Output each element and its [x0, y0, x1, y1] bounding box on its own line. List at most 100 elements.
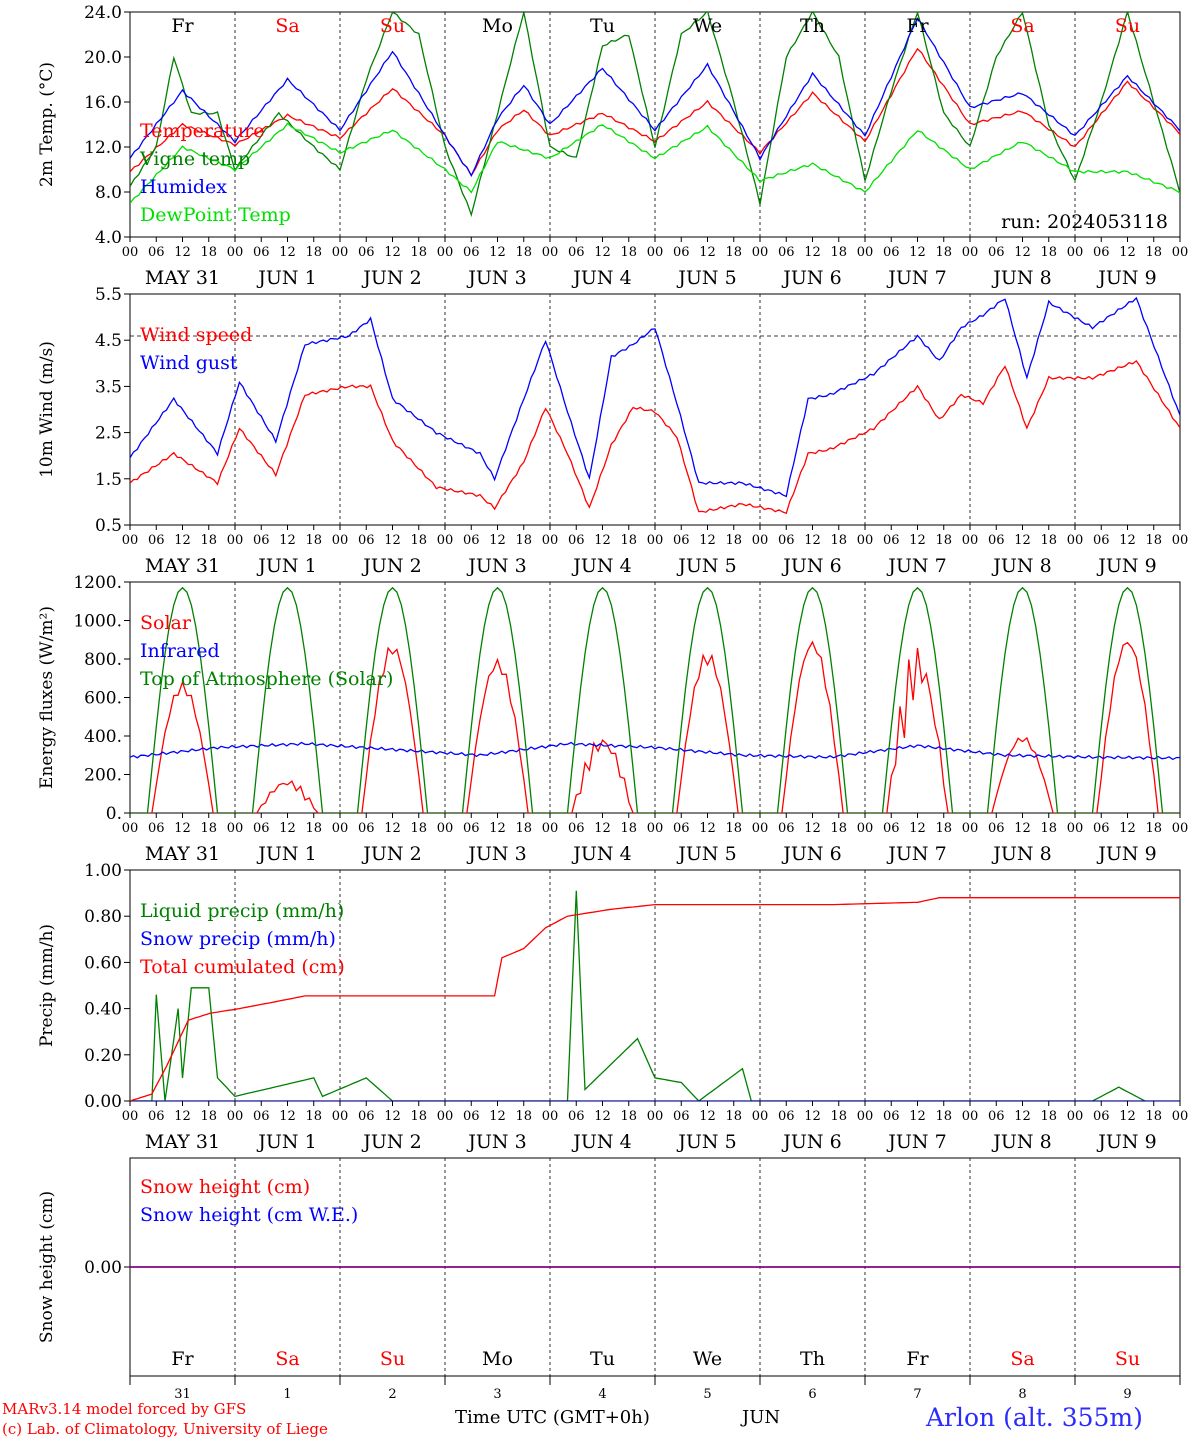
series-line-1 [130, 741, 1180, 761]
hour-label: 18 [515, 245, 532, 260]
hour-label: 00 [437, 821, 454, 836]
day-name-bottom: Fr [171, 1348, 194, 1370]
y-tick-label: 0.5 [95, 516, 122, 536]
hour-label: 00 [962, 245, 979, 260]
date-label: JUN 7 [886, 843, 946, 865]
y-tick-label: 400. [84, 727, 122, 747]
hour-label: 18 [305, 533, 322, 548]
hour-label: 06 [778, 245, 795, 260]
hour-label: 18 [725, 245, 742, 260]
day-name-bottom: Su [1115, 1348, 1140, 1370]
panel-4: 0.00 Snow height (cm) Snow height (cm) Snow… [37, 1157, 1181, 1377]
y-tick-label: 5.5 [95, 285, 122, 305]
hour-label: 00 [542, 245, 559, 260]
day-number: 31 [174, 1387, 191, 1402]
hour-label: 18 [935, 821, 952, 836]
day-name-bottom: Fr [906, 1348, 929, 1370]
hour-label: 00 [647, 1109, 664, 1124]
hour-label: 18 [620, 533, 637, 548]
hour-label: 12 [174, 1109, 191, 1124]
hour-label: 00 [437, 245, 454, 260]
y-tick-label: 0.80 [84, 907, 122, 927]
hour-label: 00 [752, 821, 769, 836]
date-label: JUN 1 [256, 843, 316, 865]
y-tick-label: 800. [84, 650, 122, 670]
panel-2: 0. 200. 400. 600. 800. 1000. 1200. Energy fluxe… [37, 573, 1188, 865]
date-label: MAY 31 [145, 1131, 220, 1153]
panel-3: 0.00 0.20 0.40 0.60 0.80 1.00 Precip (mm/h) 00 0… [37, 861, 1188, 1153]
hour-label: 00 [647, 533, 664, 548]
hour-label: 06 [883, 245, 900, 260]
hour-label: 06 [253, 533, 270, 548]
day-name-bottom: Th [800, 1348, 825, 1370]
hour-label: 00 [962, 1109, 979, 1124]
y-tick-label: 1.5 [95, 470, 122, 490]
date-label: MAY 31 [145, 555, 220, 577]
hour-label: 06 [463, 245, 480, 260]
hour-label: 00 [1067, 245, 1084, 260]
date-label: JUN 7 [886, 555, 946, 577]
date-label: JUN 1 [256, 1131, 316, 1153]
hour-label: 00 [857, 245, 874, 260]
day-name-bottom: Sa [275, 1348, 299, 1370]
series-line-2 [130, 897, 1180, 1101]
y-tick-label: 3.5 [95, 377, 122, 397]
hour-label: 12 [699, 1109, 716, 1124]
date-label: JUN 6 [781, 1131, 841, 1153]
day-number: 9 [1123, 1387, 1131, 1402]
y-axis-label: Snow height (cm) [37, 1191, 57, 1343]
y-tick-label: 4.0 [95, 228, 122, 248]
day-number: 6 [808, 1387, 816, 1402]
date-label: JUN 8 [991, 843, 1051, 865]
hour-label: 18 [620, 245, 637, 260]
hour-label: 00 [647, 245, 664, 260]
y-axis-label: Energy fluxes (W/m²) [37, 606, 57, 789]
hour-label: 00 [1172, 245, 1189, 260]
hour-label: 06 [568, 245, 585, 260]
date-label: JUN 9 [1096, 267, 1156, 289]
hour-label: 06 [778, 821, 795, 836]
hour-label: 12 [1014, 533, 1031, 548]
y-tick-label: 24.0 [84, 3, 122, 23]
date-label: JUN 3 [466, 1131, 526, 1153]
hour-label: 06 [778, 533, 795, 548]
hour-label: 00 [962, 533, 979, 548]
hour-label: 18 [620, 821, 637, 836]
hour-label: 18 [1145, 821, 1162, 836]
day-name-top: Sa [1010, 15, 1034, 37]
day-name-top: Fr [906, 15, 929, 37]
hour-label: 12 [1119, 1109, 1136, 1124]
hour-label: 12 [909, 533, 926, 548]
hour-label: 18 [200, 245, 217, 260]
y-tick-label: 0.00 [84, 1258, 122, 1278]
day-name-top: Tu [590, 15, 615, 37]
hour-label: 12 [1119, 533, 1136, 548]
hour-label: 12 [489, 245, 506, 260]
date-label: JUN 7 [886, 1131, 946, 1153]
hour-label: 18 [410, 1109, 427, 1124]
hour-label: 06 [1093, 533, 1110, 548]
hour-label: 18 [830, 533, 847, 548]
hour-label: 18 [410, 821, 427, 836]
hour-label: 06 [253, 245, 270, 260]
hour-label: 00 [332, 1109, 349, 1124]
hour-label: 12 [384, 1109, 401, 1124]
day-name-bottom: Tu [590, 1348, 615, 1370]
panel-1: 0.5 1.5 2.5 3.5 4.5 5.5 10m Wind (m/s) 00 06 12 18… [37, 285, 1188, 577]
legend-entry: Top of Atmosphere (Solar) [140, 668, 393, 690]
series-line-0 [130, 47, 1180, 177]
legend-entry: Infrared [140, 640, 220, 662]
day-name-top: We [693, 15, 722, 37]
date-label: JUN 9 [1096, 555, 1156, 577]
hour-label: 06 [988, 821, 1005, 836]
hour-label: 06 [568, 533, 585, 548]
date-label: JUN 5 [676, 843, 736, 865]
hour-label: 18 [725, 533, 742, 548]
hour-label: 00 [1172, 1109, 1189, 1124]
hour-label: 12 [279, 1109, 296, 1124]
hour-label: 12 [279, 533, 296, 548]
hour-label: 18 [305, 821, 322, 836]
hour-label: 12 [594, 821, 611, 836]
day-number: 7 [913, 1387, 921, 1402]
